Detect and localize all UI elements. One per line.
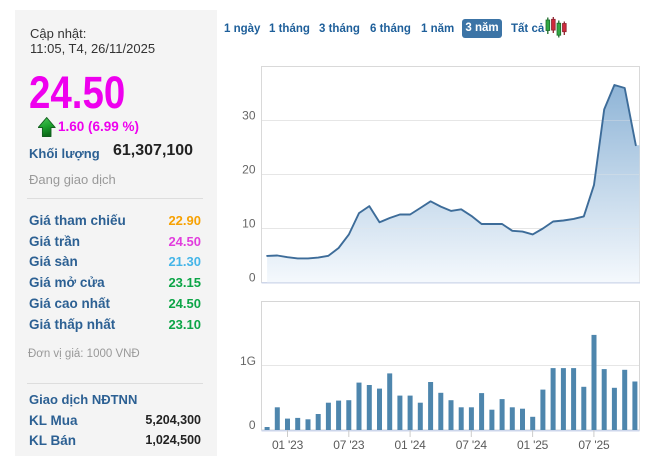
svg-text:20: 20 — [242, 163, 256, 177]
svg-text:1G: 1G — [240, 354, 256, 368]
svg-text:01 '24: 01 '24 — [395, 438, 427, 452]
svg-text:01 '25: 01 '25 — [517, 438, 549, 452]
svg-text:30: 30 — [242, 109, 256, 123]
svg-text:07 '23: 07 '23 — [333, 438, 365, 452]
svg-text:07 '25: 07 '25 — [578, 438, 610, 452]
svg-text:10: 10 — [242, 217, 256, 231]
svg-text:0: 0 — [249, 271, 256, 285]
svg-text:0: 0 — [249, 418, 256, 432]
svg-text:07 '24: 07 '24 — [456, 438, 488, 452]
svg-text:01 '23: 01 '23 — [272, 438, 304, 452]
